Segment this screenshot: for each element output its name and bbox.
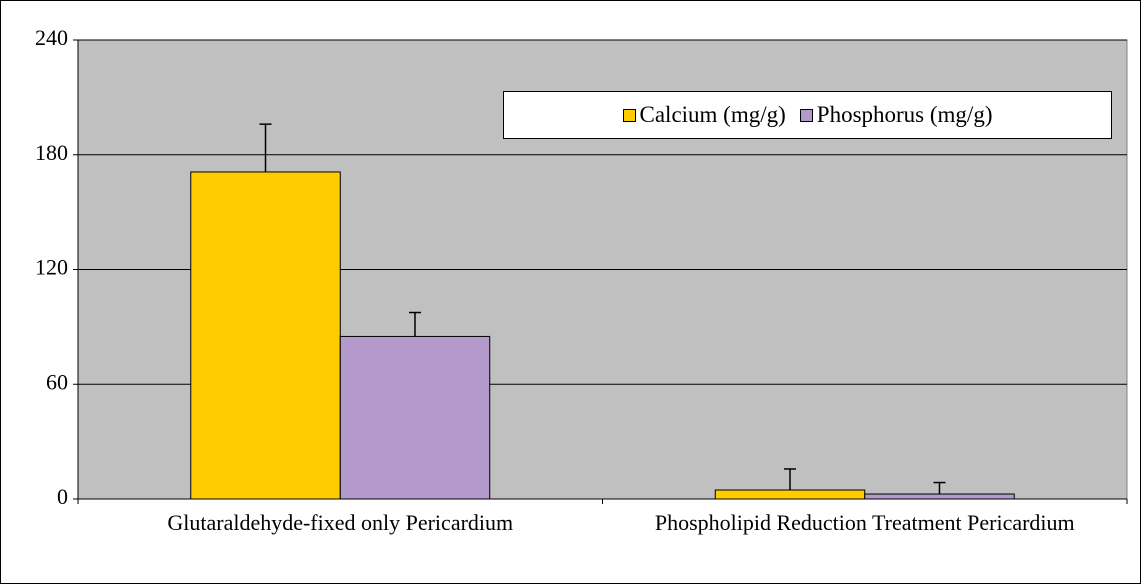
legend-item: Phosphorus (mg/g) <box>799 102 993 128</box>
legend-swatch <box>799 108 813 122</box>
y-tick-label: 240 <box>35 25 68 50</box>
x-tick-label: Glutaraldehyde-fixed only Pericardium <box>167 510 514 535</box>
y-tick-label: 180 <box>35 140 68 165</box>
legend: Calcium (mg/g) Phosphorus (mg/g) <box>503 91 1112 139</box>
legend-swatch <box>622 108 636 122</box>
error-bar <box>784 468 797 491</box>
x-tick-label: Phospholipid Reduction Treatment Pericar… <box>654 510 1075 535</box>
error-bar <box>933 481 946 495</box>
bar <box>864 493 1015 500</box>
legend-item: Calcium (mg/g) <box>622 102 786 128</box>
bar <box>714 489 866 500</box>
y-tick-label: 60 <box>46 369 68 394</box>
legend-label: Calcium (mg/g) <box>639 102 786 127</box>
error-bar <box>259 123 272 172</box>
legend-label: Phosphorus (mg/g) <box>816 102 993 127</box>
y-tick-label: 0 <box>57 484 68 509</box>
y-tick-label: 120 <box>35 255 68 280</box>
error-bar <box>408 311 421 337</box>
bar <box>190 171 341 500</box>
bar <box>339 335 491 500</box>
